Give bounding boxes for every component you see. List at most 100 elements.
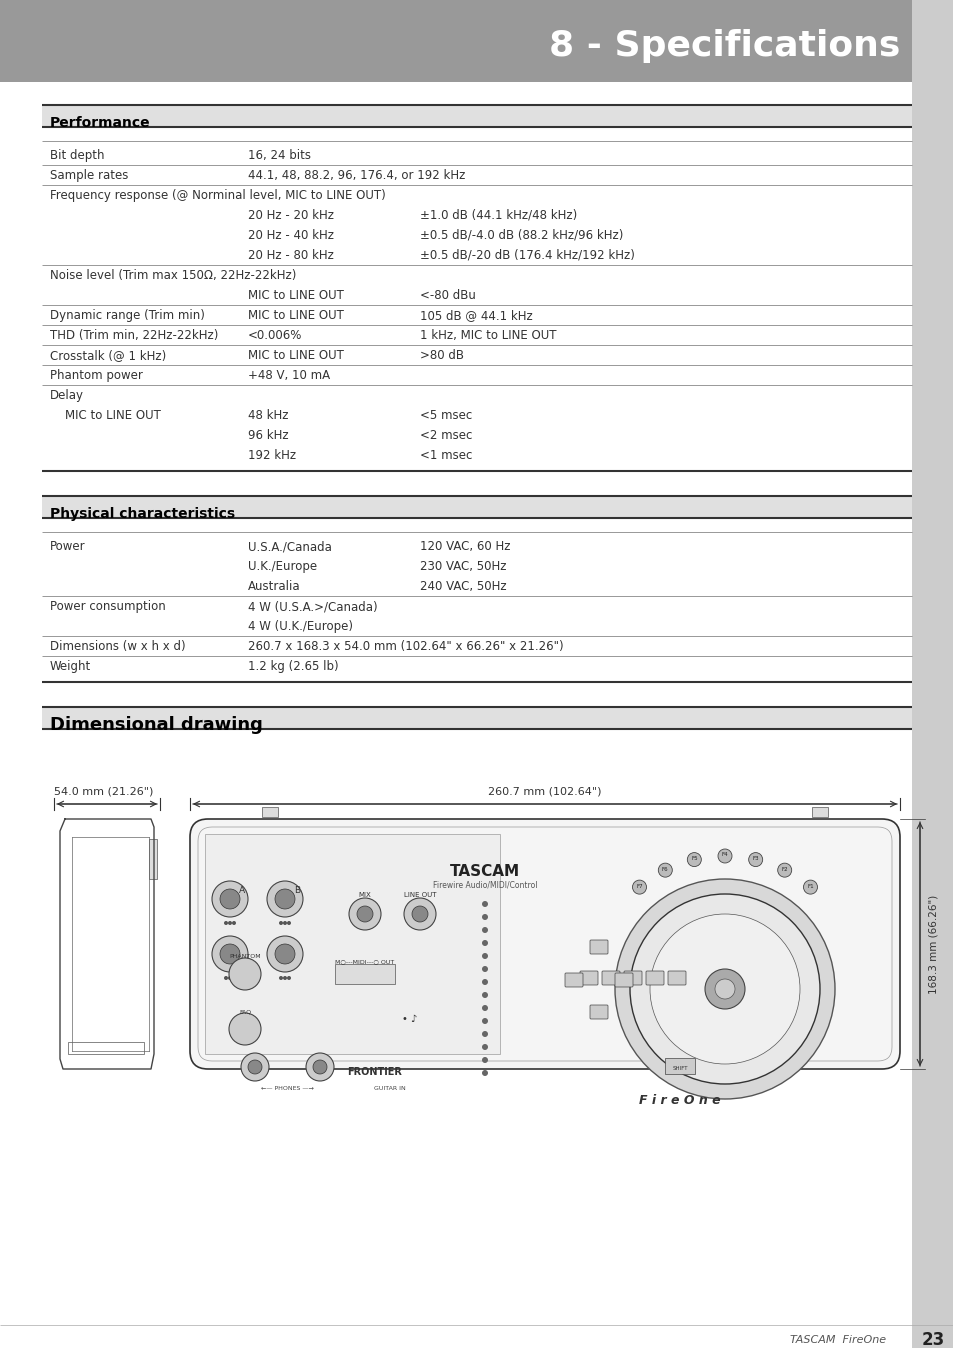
Text: Phantom power: Phantom power: [50, 369, 143, 381]
FancyBboxPatch shape: [623, 971, 641, 985]
Bar: [664, 1058, 695, 1074]
Text: GUITAR IN: GUITAR IN: [374, 1086, 405, 1091]
Circle shape: [232, 921, 235, 925]
Text: MIC to LINE OUT: MIC to LINE OUT: [248, 349, 343, 363]
Circle shape: [283, 921, 287, 925]
Circle shape: [229, 1012, 261, 1045]
Circle shape: [481, 992, 488, 998]
Text: Frequency response (@ Norminal level, MIC to LINE OUT): Frequency response (@ Norminal level, MI…: [50, 189, 385, 202]
Text: U.K./Europe: U.K./Europe: [248, 559, 316, 573]
Circle shape: [232, 976, 235, 980]
Text: 192 kHz: 192 kHz: [248, 449, 295, 462]
Text: ±0.5 dB/-4.0 dB (88.2 kHz/96 kHz): ±0.5 dB/-4.0 dB (88.2 kHz/96 kHz): [419, 229, 622, 243]
FancyBboxPatch shape: [667, 971, 685, 985]
Text: F4: F4: [720, 852, 727, 857]
Circle shape: [267, 882, 303, 917]
Text: <5 msec: <5 msec: [419, 408, 472, 422]
Circle shape: [481, 900, 488, 907]
Circle shape: [481, 927, 488, 933]
Circle shape: [241, 1053, 269, 1081]
Text: 105 dB @ 44.1 kHz: 105 dB @ 44.1 kHz: [419, 309, 532, 322]
Text: MIC to LINE OUT: MIC to LINE OUT: [248, 309, 343, 322]
Circle shape: [212, 936, 248, 972]
Text: Firewire Audio/MIDI/Control: Firewire Audio/MIDI/Control: [433, 880, 537, 888]
Text: Delay: Delay: [50, 390, 84, 402]
Text: 23: 23: [921, 1330, 944, 1348]
Bar: [68, 1042, 144, 1054]
Text: Performance: Performance: [50, 116, 151, 129]
Text: 20 Hz - 20 kHz: 20 Hz - 20 kHz: [248, 209, 334, 222]
Bar: [149, 838, 157, 879]
Circle shape: [777, 863, 791, 878]
Text: FRONTIER: FRONTIER: [347, 1068, 402, 1077]
Text: Dynamic range (Trim min): Dynamic range (Trim min): [50, 309, 205, 322]
Text: 1.2 kg (2.65 lb): 1.2 kg (2.65 lb): [248, 661, 338, 673]
Circle shape: [412, 906, 428, 922]
Circle shape: [224, 976, 228, 980]
Bar: [42, 706, 911, 729]
Bar: [262, 807, 277, 817]
Circle shape: [356, 906, 373, 922]
Bar: [0, 0, 953, 82]
Text: +48 V, 10 mA: +48 V, 10 mA: [248, 369, 330, 381]
Circle shape: [248, 1060, 262, 1074]
Circle shape: [228, 976, 232, 980]
Text: <-80 dBu: <-80 dBu: [419, 288, 476, 302]
Text: TASCAM: TASCAM: [450, 864, 519, 879]
Text: F1: F1: [806, 884, 813, 888]
Text: Sample rates: Sample rates: [50, 168, 129, 182]
Circle shape: [704, 969, 744, 1010]
Circle shape: [481, 1057, 488, 1064]
Text: <1 msec: <1 msec: [419, 449, 472, 462]
FancyBboxPatch shape: [601, 971, 619, 985]
Circle shape: [481, 1006, 488, 1011]
Circle shape: [481, 914, 488, 919]
Circle shape: [481, 940, 488, 946]
Text: <2 msec: <2 msec: [419, 429, 472, 442]
Text: PHANTOM: PHANTOM: [229, 954, 260, 958]
Text: ±1.0 dB (44.1 kHz/48 kHz): ±1.0 dB (44.1 kHz/48 kHz): [419, 209, 577, 222]
Text: Power: Power: [50, 541, 86, 553]
Circle shape: [481, 1043, 488, 1050]
Circle shape: [632, 880, 646, 894]
Text: 4 W (U.K./Europe): 4 W (U.K./Europe): [248, 620, 353, 634]
Circle shape: [283, 976, 287, 980]
Circle shape: [481, 979, 488, 985]
Text: MIC to LINE OUT: MIC to LINE OUT: [248, 288, 343, 302]
Text: 48 kHz: 48 kHz: [248, 408, 288, 422]
Text: MIX: MIX: [358, 892, 371, 898]
Circle shape: [481, 1018, 488, 1024]
Text: <0.006%: <0.006%: [248, 329, 302, 342]
Text: F5: F5: [690, 856, 697, 861]
Bar: [335, 964, 395, 984]
Text: 260.7 mm (102.64"): 260.7 mm (102.64"): [488, 787, 601, 797]
FancyBboxPatch shape: [589, 1006, 607, 1019]
Text: F6: F6: [661, 867, 668, 872]
Circle shape: [228, 921, 232, 925]
Circle shape: [278, 976, 283, 980]
Circle shape: [802, 880, 817, 894]
Circle shape: [224, 921, 228, 925]
Circle shape: [649, 914, 800, 1064]
Bar: [42, 496, 911, 518]
Circle shape: [278, 921, 283, 925]
Text: 120 VAC, 60 Hz: 120 VAC, 60 Hz: [419, 541, 510, 553]
Bar: [42, 105, 911, 127]
Circle shape: [481, 967, 488, 972]
Text: Power consumption: Power consumption: [50, 600, 166, 613]
Text: 16, 24 bits: 16, 24 bits: [248, 150, 311, 162]
Text: 260.7 x 168.3 x 54.0 mm (102.64" x 66.26" x 21.26"): 260.7 x 168.3 x 54.0 mm (102.64" x 66.26…: [248, 640, 563, 652]
Circle shape: [287, 921, 291, 925]
Text: 1 kHz, MIC to LINE OUT: 1 kHz, MIC to LINE OUT: [419, 329, 556, 342]
Text: M○---MIDI---○ OUT: M○---MIDI---○ OUT: [335, 958, 395, 964]
Text: 168.3 mm (66.26"): 168.3 mm (66.26"): [928, 894, 938, 993]
Text: F2: F2: [781, 867, 787, 872]
Text: Crosstalk (@ 1 kHz): Crosstalk (@ 1 kHz): [50, 349, 166, 363]
FancyBboxPatch shape: [645, 971, 663, 985]
Text: 44.1, 48, 88.2, 96, 176.4, or 192 kHz: 44.1, 48, 88.2, 96, 176.4, or 192 kHz: [248, 168, 465, 182]
Circle shape: [274, 888, 294, 909]
Circle shape: [267, 936, 303, 972]
Text: LINE OUT: LINE OUT: [403, 892, 436, 898]
FancyBboxPatch shape: [190, 820, 899, 1069]
FancyBboxPatch shape: [615, 973, 633, 987]
